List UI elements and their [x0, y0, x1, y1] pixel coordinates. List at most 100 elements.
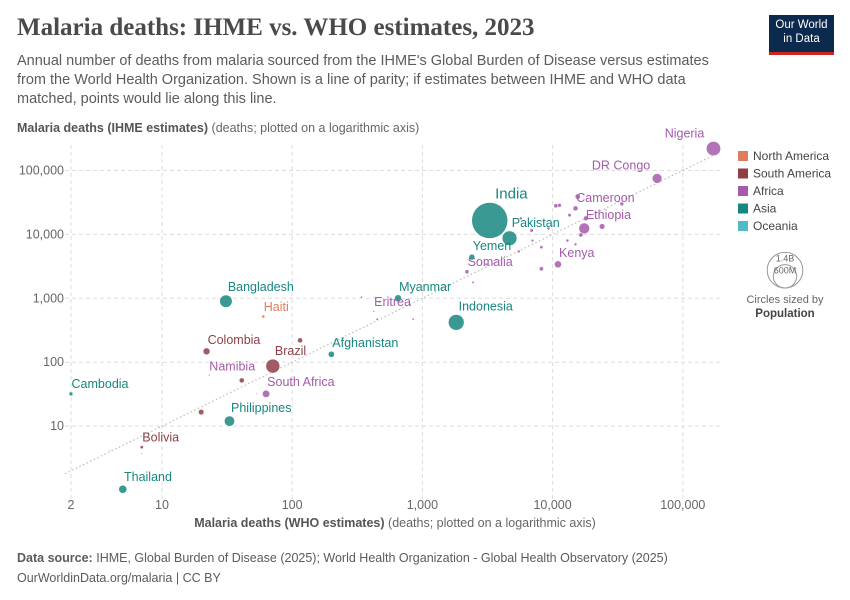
size-legend-title: Circles sized by — [746, 294, 824, 306]
source-text: IHME, Global Burden of Disease (2025); W… — [96, 551, 668, 565]
point-label: Somalia — [468, 255, 513, 269]
point-label: Myanmar — [399, 280, 451, 294]
point — [574, 193, 581, 200]
legend-swatch — [738, 221, 748, 231]
point-label: Philippines — [231, 401, 291, 415]
point-label: DR Congo — [592, 159, 650, 173]
point-label: Colombia — [208, 333, 261, 347]
legend-swatch — [738, 186, 748, 196]
x-tick-label: 10,000 — [533, 498, 571, 512]
point-label: Brazil — [275, 344, 306, 358]
point-label: Namibia — [209, 359, 255, 373]
point — [565, 238, 570, 243]
logo-line: in Data — [783, 33, 820, 45]
point — [255, 392, 258, 395]
point-label: Bolivia — [142, 430, 179, 444]
point — [619, 201, 625, 207]
point — [651, 173, 663, 184]
point-label: Kenya — [559, 246, 594, 260]
x-axis-label: Malaria deaths (WHO estimates) — [194, 516, 384, 530]
title: Malaria deaths: IHME vs. WHO estimates, … — [17, 14, 535, 41]
x-tick-label: 100,000 — [660, 498, 705, 512]
y-axis-note: (deaths; plotted on a logarithmic axis) — [212, 121, 420, 135]
x-tick-label: 1,000 — [407, 498, 438, 512]
x-axis-note: (deaths; plotted on a logarithmic axis) — [388, 516, 596, 530]
point-label: Pakistan — [512, 216, 560, 230]
point — [448, 314, 465, 331]
point — [262, 389, 270, 398]
point — [118, 484, 128, 494]
point-label: Yemen — [473, 239, 512, 253]
point — [265, 358, 281, 374]
legend-swatch — [738, 151, 748, 161]
point — [139, 445, 144, 450]
y-tick-label: 1,000 — [33, 291, 64, 305]
point-label: South Africa — [267, 375, 334, 389]
chart: Malaria deaths (IHME estimates) (deaths;… — [17, 121, 831, 530]
point — [471, 202, 508, 239]
point — [546, 226, 551, 231]
point — [202, 347, 211, 356]
point — [578, 222, 590, 235]
logo-line: Our World — [775, 19, 828, 31]
point — [297, 337, 303, 344]
point — [360, 295, 363, 299]
point — [109, 449, 112, 452]
logo[interactable]: Our World in Data — [769, 15, 834, 55]
size-legend-circle — [772, 264, 798, 289]
point — [140, 452, 143, 455]
point — [411, 317, 415, 321]
point — [375, 317, 379, 321]
legend-label: North America — [753, 149, 829, 163]
point-label: Thailand — [124, 470, 172, 484]
point — [238, 377, 245, 384]
point — [471, 280, 475, 284]
point — [328, 350, 335, 358]
size-legend-label: 1.4B — [776, 253, 795, 263]
point — [198, 409, 205, 416]
point-label: Afghanistan — [332, 336, 398, 350]
x-axis-title: Malaria deaths (WHO estimates) (deaths; … — [194, 516, 596, 530]
point-label: Nigeria — [665, 126, 705, 140]
point — [554, 260, 562, 269]
point — [219, 294, 233, 308]
point — [538, 266, 544, 272]
point — [394, 294, 402, 303]
point-label: Cameroon — [576, 191, 634, 205]
point — [583, 215, 589, 222]
y-tick-label: 10,000 — [26, 227, 64, 241]
point — [378, 300, 382, 304]
subtitle: Annual number of deaths from malaria sou… — [17, 53, 709, 107]
point — [484, 262, 488, 266]
point — [261, 314, 266, 319]
point — [468, 253, 476, 261]
legend-swatch — [738, 168, 748, 179]
point — [539, 245, 544, 250]
y-tick-label: 100 — [43, 355, 64, 369]
point — [208, 374, 211, 377]
point — [567, 213, 572, 218]
legend-label: Asia — [753, 202, 777, 216]
x-tick-label: 100 — [282, 498, 303, 512]
legend-label: Oceania — [753, 219, 798, 233]
source-label: Data source: — [17, 551, 93, 565]
point-label: India — [495, 185, 528, 202]
point — [224, 415, 235, 427]
y-tick-label: 100,000 — [19, 163, 64, 177]
credit[interactable]: OurWorldinData.org/malaria | CC BY — [17, 571, 221, 585]
point-label: Indonesia — [459, 299, 513, 313]
y-axis-title: Malaria deaths (IHME estimates) (deaths;… — [17, 121, 419, 135]
size-legend-variable: Population — [755, 308, 814, 320]
point — [599, 223, 606, 230]
x-tick-label: 10 — [155, 498, 169, 512]
point — [706, 141, 721, 156]
point — [372, 309, 376, 313]
point — [530, 238, 535, 243]
point-label: Bangladesh — [228, 280, 294, 294]
legend-swatch — [738, 203, 748, 214]
footer: Data source: IHME, Global Burden of Dise… — [17, 548, 668, 588]
size-legend-label: 600M — [774, 266, 797, 276]
point — [501, 230, 518, 246]
point — [572, 205, 579, 212]
